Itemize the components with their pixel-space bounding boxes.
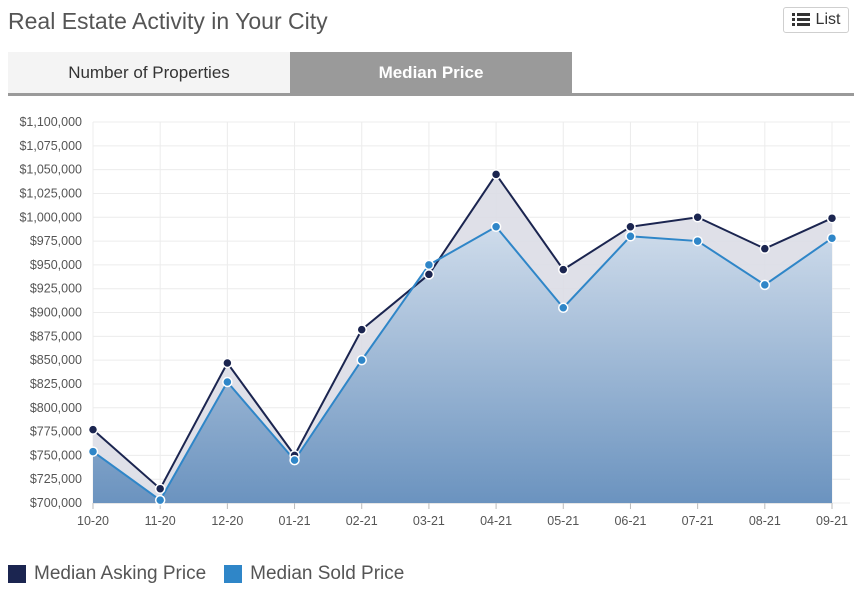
- x-tick-label: 11-20: [145, 514, 176, 528]
- asking-point: [490, 169, 502, 180]
- sold-point: [87, 446, 99, 457]
- sold-point: [222, 376, 233, 388]
- legend-item-sold[interactable]: Median Sold Price: [224, 563, 404, 585]
- sold-point: [423, 259, 435, 271]
- y-tick-label: $800,000: [30, 401, 82, 415]
- sold-point: [759, 279, 771, 291]
- asking-point: [356, 324, 367, 335]
- y-tick-label: $775,000: [30, 425, 82, 439]
- asking-point: [87, 424, 99, 435]
- y-tick-label: $1,050,000: [19, 163, 82, 177]
- asking-point: [222, 357, 233, 369]
- page-title: Real Estate Activity in Your City: [8, 8, 328, 34]
- legend-label-asking: Median Asking Price: [34, 563, 207, 584]
- sold-point: [625, 231, 636, 242]
- y-tick-label: $1,100,000: [19, 115, 82, 129]
- x-tick-label: 02-21: [346, 514, 378, 528]
- y-tick-label: $700,000: [30, 496, 82, 510]
- asking-point: [759, 243, 771, 254]
- asking-point: [692, 212, 703, 223]
- sold-point: [692, 235, 703, 247]
- y-tick-label: $825,000: [30, 377, 82, 391]
- legend-swatch-sold: [224, 565, 243, 583]
- sold-point: [289, 454, 300, 466]
- y-tick-label: $1,000,000: [19, 210, 82, 224]
- chart-areas: [93, 174, 832, 503]
- y-tick-label: $975,000: [30, 234, 82, 248]
- y-tick-label: $850,000: [30, 353, 82, 367]
- y-tick-label: $950,000: [30, 258, 82, 272]
- x-tick-label: 12-20: [211, 514, 243, 528]
- x-tick-label: 09-21: [816, 514, 848, 528]
- y-tick-label: $1,075,000: [19, 139, 82, 153]
- x-tick-label: 06-21: [614, 514, 646, 528]
- x-axis-ticks: 10-20 11-20 12-20 01-21 02-21 03-21 04-21 05-21…: [77, 514, 848, 528]
- y-tick-label: $875,000: [30, 329, 82, 343]
- asking-line: [92, 172, 833, 491]
- asking-point: [154, 483, 166, 494]
- tab-median-price[interactable]: Median Price: [290, 52, 572, 93]
- legend-label-sold: Median Sold Price: [250, 563, 405, 584]
- list-button-label: List: [815, 11, 841, 28]
- x-tick-label: 10-20: [77, 514, 109, 528]
- legend-item-asking[interactable]: Median Asking Price: [8, 563, 206, 585]
- x-tick-label: 05-21: [547, 514, 579, 528]
- chart-tabs: Number of Properties Median Price: [8, 52, 854, 96]
- chart-lines: [92, 172, 833, 502]
- chart-legend: Median Asking Price Median Sold Price: [8, 563, 404, 585]
- sold-point: [490, 221, 502, 233]
- asking-point: [558, 264, 569, 275]
- sold-area: [93, 226, 832, 503]
- x-tick-label: 03-21: [413, 514, 445, 528]
- sold-point: [154, 494, 166, 506]
- tab-number-of-properties[interactable]: Number of Properties: [8, 52, 290, 93]
- sold-point: [558, 302, 569, 313]
- y-tick-label: $925,000: [30, 282, 82, 296]
- legend-swatch-asking: [8, 565, 26, 583]
- y-axis-ticks: $1,100,000 $1,075,000 $1,050,000 $1,025,000…: [19, 115, 82, 510]
- asking-point: [625, 221, 636, 233]
- x-tick-label: 04-21: [480, 514, 512, 528]
- y-tick-label: $1,025,000: [19, 186, 82, 200]
- y-tick-label: $725,000: [30, 472, 82, 486]
- chart-points: [87, 169, 838, 506]
- sold-line: [92, 225, 833, 502]
- y-tick-label: $900,000: [30, 306, 82, 320]
- x-tick-label: 07-21: [682, 514, 714, 528]
- x-tick-label: 01-21: [279, 514, 311, 528]
- list-view-button[interactable]: List: [783, 7, 849, 33]
- x-tick-label: 08-21: [749, 514, 781, 528]
- list-icon: [791, 13, 810, 27]
- asking-point: [423, 269, 435, 280]
- sold-point: [826, 232, 838, 244]
- sold-point: [356, 354, 367, 366]
- asking-point: [826, 212, 838, 224]
- y-tick-label: $750,000: [30, 448, 82, 462]
- median-price-chart: $1,100,000 $1,075,000 $1,050,000 $1,025,000…: [19, 115, 850, 528]
